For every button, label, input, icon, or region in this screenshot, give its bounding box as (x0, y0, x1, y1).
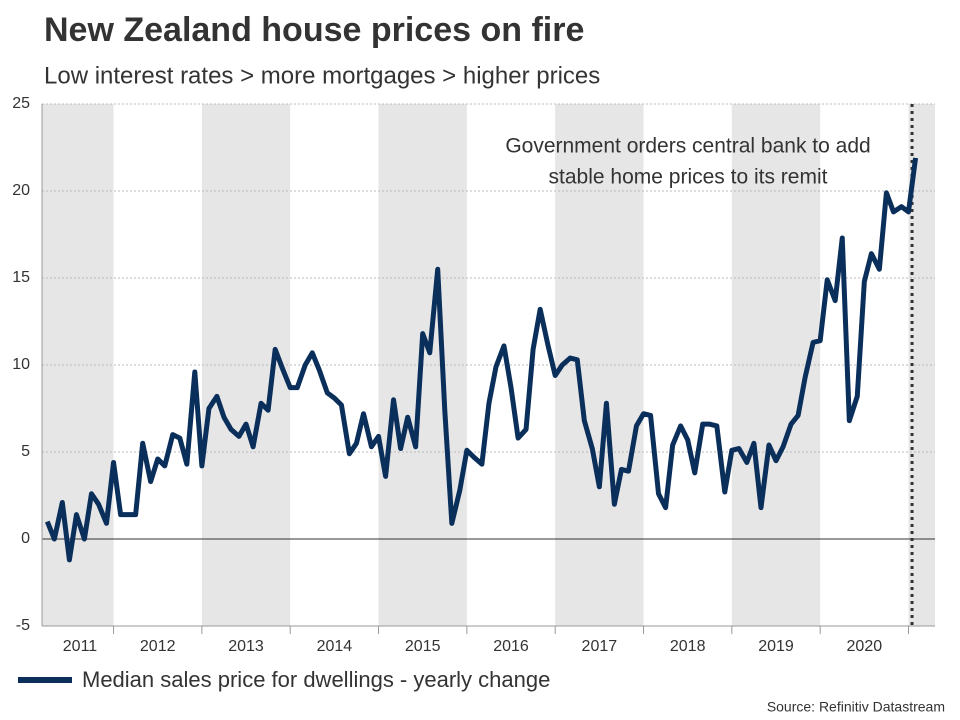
x-tick-label: 2015 (405, 638, 441, 655)
chart-title: New Zealand house prices on fire (44, 11, 584, 49)
y-tick-label: 20 (12, 182, 30, 199)
x-tick-label: 2016 (493, 638, 529, 655)
annotation-text: stable home prices to its remit (549, 166, 828, 189)
x-tick-label: 2017 (582, 638, 618, 655)
source: Source: Refinitiv Datastream (767, 699, 945, 715)
x-tick-label: 2019 (758, 638, 794, 655)
x-tick-label: 2020 (847, 638, 883, 655)
y-tick-label: 0 (21, 530, 30, 547)
annotation-text: Government orders central bank to add (505, 135, 870, 158)
y-tick-label: -5 (16, 617, 30, 634)
chart-subtitle: Low interest rates > more mortgages > hi… (44, 62, 600, 89)
data-line (44, 157, 919, 563)
x-tick-label: 2011 (63, 638, 98, 655)
x-tick-label: 2014 (317, 638, 353, 655)
y-tick-label: 15 (12, 269, 30, 286)
x-tick-label: 2018 (670, 638, 706, 655)
x-tick-label: 2013 (228, 638, 264, 655)
y-tick-label: 5 (21, 443, 30, 460)
y-tick-label: 10 (12, 356, 30, 373)
y-tick-label: 25 (12, 95, 30, 112)
legend-label: Median sales price for dwellings - yearl… (82, 667, 550, 692)
x-tick-label: 2012 (140, 638, 176, 655)
